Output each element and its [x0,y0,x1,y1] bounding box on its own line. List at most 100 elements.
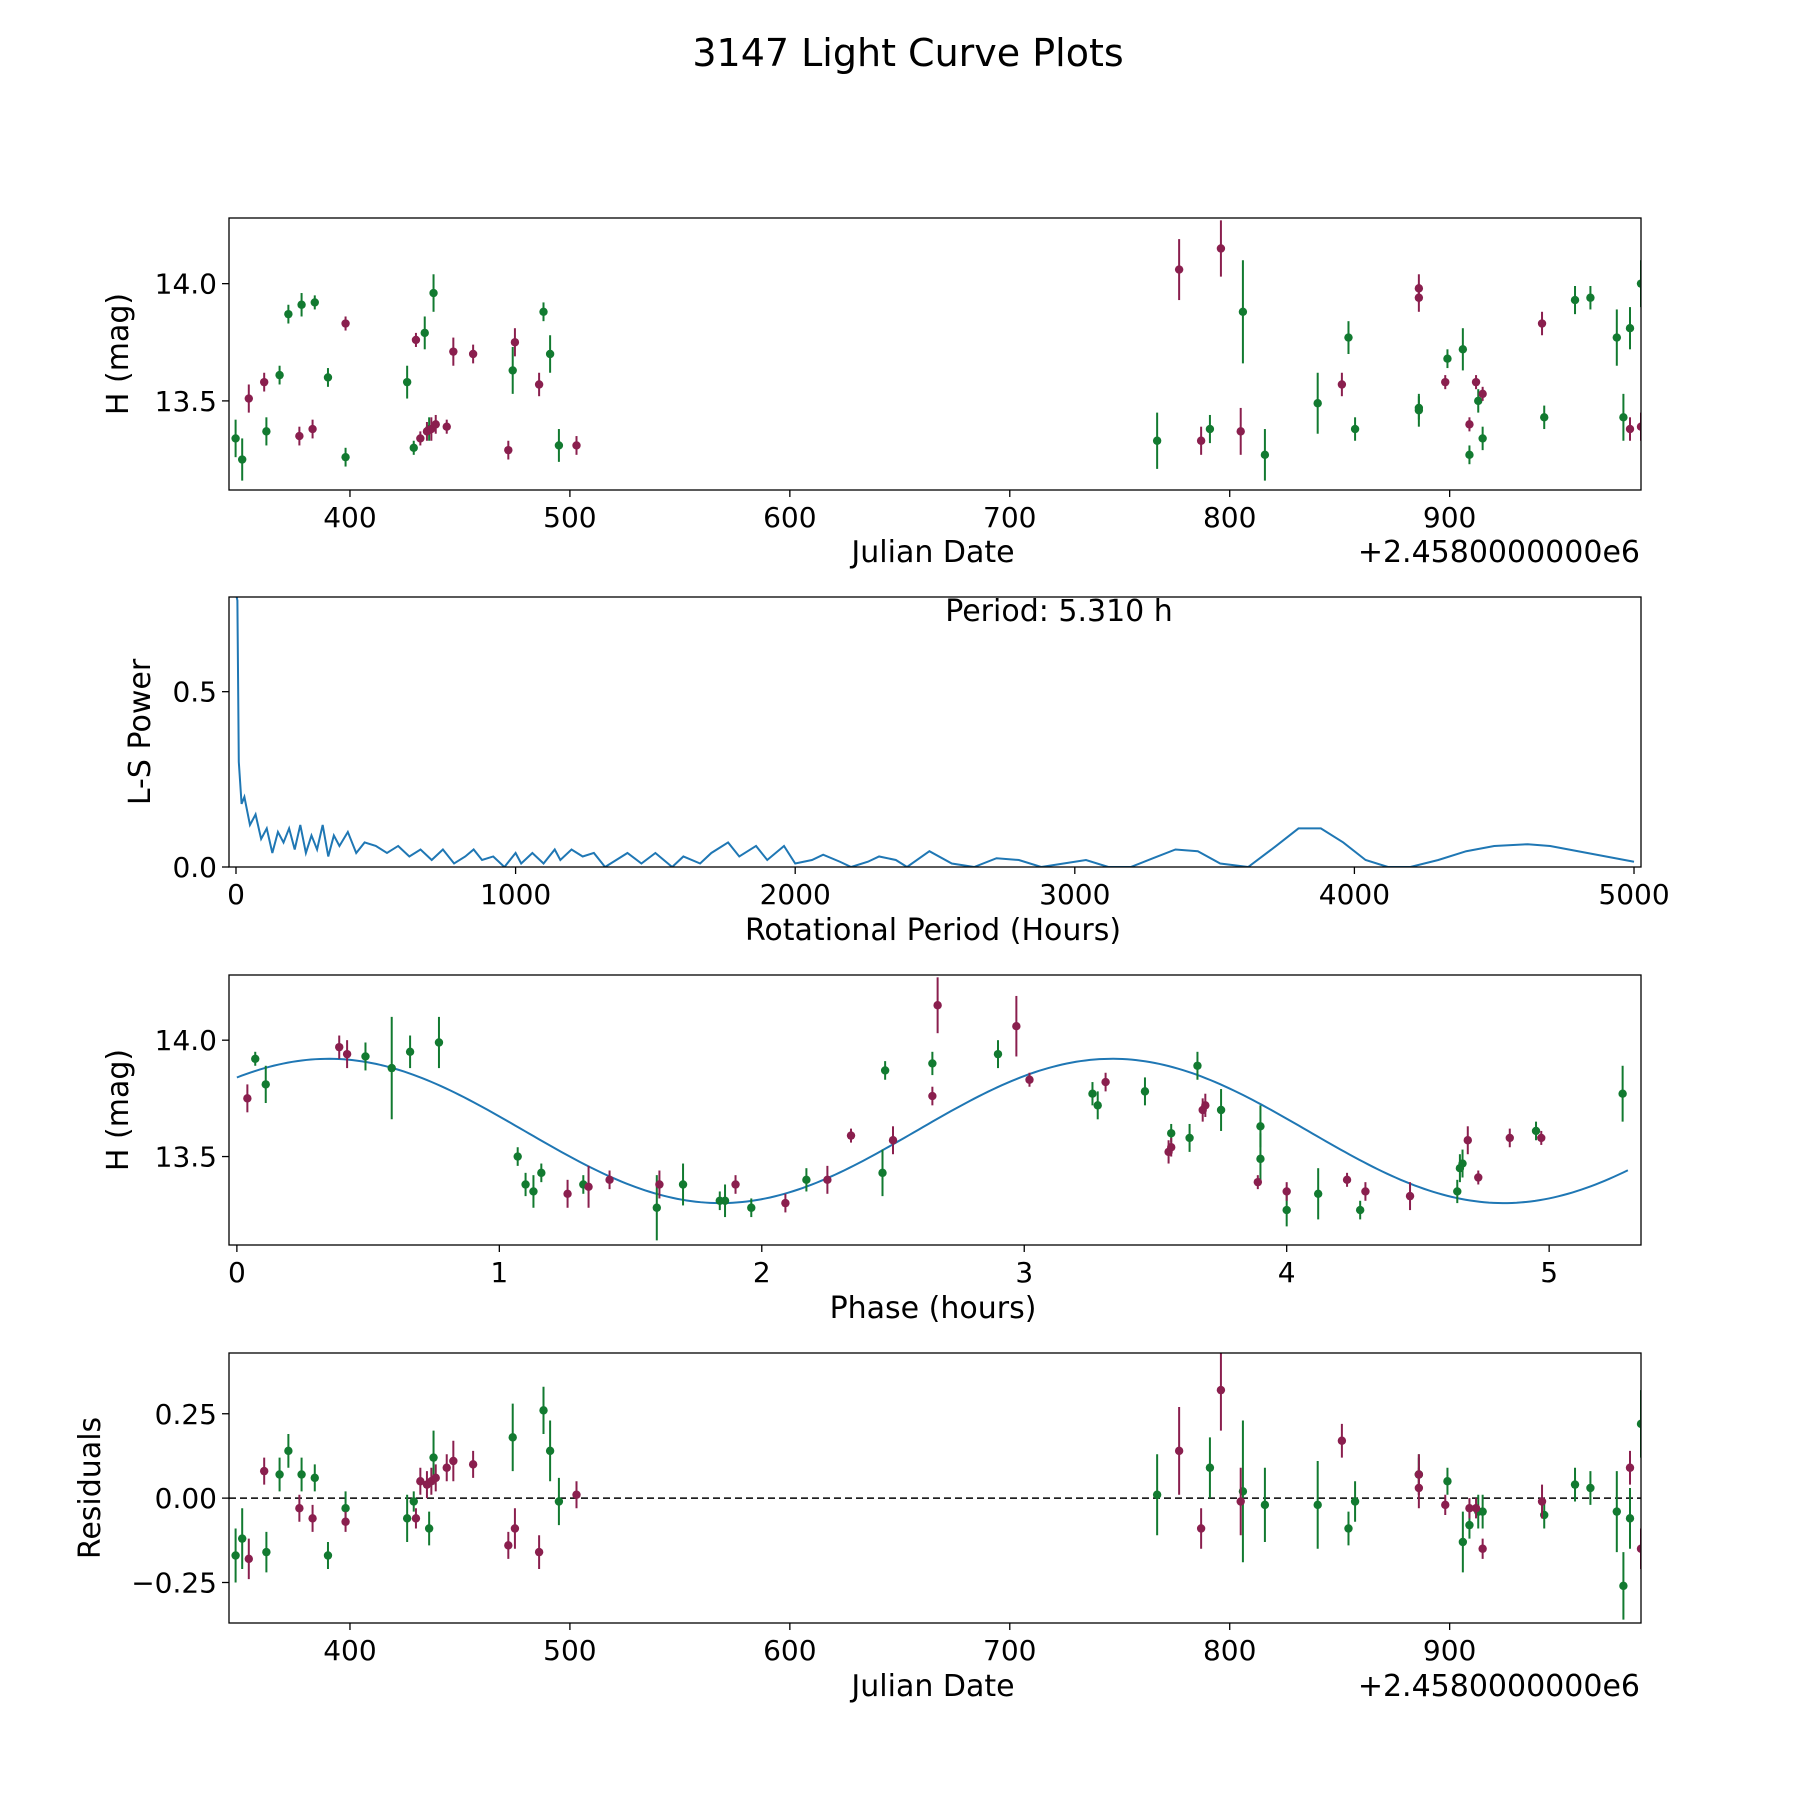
data-point-green [1093,1091,1102,1120]
data-point-maroon [1537,311,1547,336]
data-point-maroon [442,419,451,434]
data-point-maroon [1625,1450,1635,1485]
x-tick-label: 2000 [760,878,831,911]
marker [928,1091,937,1101]
data-point-green [1313,1461,1322,1549]
marker [1152,436,1162,445]
data-point-maroon [584,1165,593,1208]
lightcurve-marks [231,220,1641,481]
data-point-green [323,1542,333,1569]
data-point-maroon [1474,1170,1483,1185]
data-point-green [1618,1065,1627,1122]
data-point-green [429,274,438,312]
marker [341,452,350,462]
marker [1441,377,1450,387]
data-point-green [1344,1511,1353,1546]
marker [275,1470,284,1479]
data-point-maroon [411,1508,421,1529]
marker [1478,1544,1487,1553]
marker [431,420,440,429]
data-point-maroon [1537,1484,1547,1519]
marker [1238,307,1248,316]
marker [823,1175,832,1185]
marker [1458,345,1468,354]
data-point-maroon [1196,426,1206,455]
data-point-maroon [1216,220,1226,277]
marker [1313,1500,1322,1510]
marker [888,1136,898,1145]
residuals-axes-frame [228,1352,1642,1624]
x-tick-label: 0 [228,1256,246,1289]
marker [1619,1581,1628,1591]
x-tick-label: 500 [543,501,596,534]
marker [534,1547,544,1557]
data-point-maroon [504,440,513,460]
data-point-maroon [1101,1072,1110,1092]
marker [1174,265,1184,274]
marker [416,1477,425,1486]
marker [1612,1507,1622,1516]
data-point-maroon [572,1481,581,1509]
marker [720,1196,730,1205]
marker [231,1551,240,1560]
marker [1185,1133,1194,1143]
data-point-maroon [1465,1498,1474,1519]
marker [880,1066,890,1075]
marker [1361,1187,1370,1196]
data-point-maroon [1537,1130,1546,1145]
marker [1619,413,1628,422]
data-point-green [678,1163,688,1206]
marker [1570,1480,1580,1489]
residuals-xlabel: Julian Date [849,1669,1014,1704]
data-point-green [1238,260,1248,364]
data-point-maroon [933,977,942,1034]
data-point-green [554,429,564,462]
marker [1193,1061,1202,1070]
data-point-green [747,1198,756,1218]
model-fit-curve [236,1057,1629,1205]
data-point-maroon [928,1086,937,1106]
marker [342,1049,352,1059]
data-point-green [1185,1123,1194,1152]
marker [295,1504,304,1513]
marker [1216,1385,1226,1395]
data-point-green [1088,1082,1097,1106]
data-point-maroon [416,431,425,446]
marker [341,1517,350,1526]
marker [504,445,513,455]
marker [1478,1507,1487,1516]
marker [1282,1205,1291,1215]
x-tick-label: 900 [1423,1634,1476,1667]
data-point-green [878,1149,887,1197]
x-tick-label: 400 [323,1634,376,1667]
marker [468,1460,478,1469]
marker [1625,1463,1635,1472]
data-point-green [1636,260,1641,308]
data-point-green [1625,307,1635,350]
data-point-maroon [341,1511,350,1532]
data-point-green [1619,1552,1628,1620]
marker [1196,1524,1206,1533]
data-point-maroon [1405,1182,1415,1211]
marker [1337,380,1347,389]
marker [429,288,438,298]
data-point-maroon [1465,417,1474,432]
marker [449,347,458,356]
marker [1253,1177,1263,1187]
lightcurve-plot-area: 400 500 600 700 800 900 13.5 14.0 [155,217,1642,534]
data-point-maroon [1236,407,1245,455]
marker [262,1547,271,1557]
phased-marks [236,977,1629,1241]
data-point-green [284,1434,293,1468]
data-point-maroon [295,1494,304,1522]
marker [310,298,319,307]
marker [1350,1497,1360,1506]
marker [405,1047,415,1057]
data-point-green [1570,1467,1580,1502]
data-point-green [434,1016,444,1069]
data-point-green [405,1035,415,1069]
y-tick-label: −0.25 [131,1567,217,1600]
marker [504,1541,513,1550]
data-point-maroon [1337,372,1347,397]
